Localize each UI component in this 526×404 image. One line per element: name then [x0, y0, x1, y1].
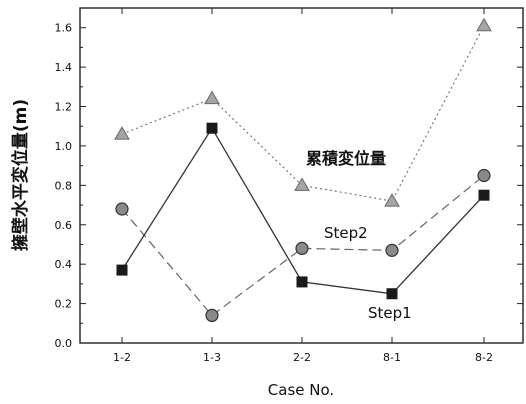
series-line	[121, 126, 485, 295]
y-tick-label: 0.8	[55, 179, 73, 192]
series-line	[121, 175, 485, 317]
data-point-square	[116, 264, 128, 276]
data-point-square	[386, 288, 398, 300]
y-tick-label: 1.0	[55, 140, 73, 153]
x-tick-label: 1-3	[203, 351, 221, 364]
annotation-step1: Step1	[368, 304, 412, 322]
series-square	[116, 122, 490, 300]
y-tick-label: 1.2	[55, 101, 73, 114]
y-axis: 0.0 0.2 0.4 0.6 0.8 1.0 1.2 1.4 1.6	[55, 22, 523, 350]
data-point-triangle	[384, 193, 400, 207]
data-point-circle	[385, 243, 399, 257]
data-point-triangle	[114, 126, 130, 140]
x-tick-label: 1-2	[113, 351, 131, 364]
x-axis-title: Case No.	[268, 381, 334, 399]
x-tick-label: 2-2	[293, 351, 311, 364]
x-axis: 1-2 1-3 2-2 8-1 8-2	[113, 8, 493, 364]
y-tick-label: 0.2	[55, 298, 73, 311]
y-tick-label: 0.4	[55, 258, 73, 271]
series-triangle	[114, 17, 492, 207]
series-circle	[115, 168, 491, 323]
y-axis-title: 擁壁水平変位量(m)	[10, 99, 31, 251]
data-point-circle	[115, 202, 129, 216]
data-point-circle	[295, 241, 309, 256]
data-point-square	[478, 189, 490, 201]
data-point-triangle	[204, 90, 220, 105]
data-point-square	[206, 122, 218, 134]
y-tick-label: 1.6	[55, 22, 73, 35]
series-layer	[114, 17, 492, 323]
x-tick-label: 8-1	[383, 351, 401, 364]
x-tick-label: 8-2	[475, 351, 493, 364]
series-line	[121, 25, 485, 202]
data-point-circle	[205, 308, 219, 323]
plot-frame	[79, 7, 524, 344]
annotation-step2: Step2	[324, 224, 368, 242]
plot-area: 0.0 0.2 0.4 0.6 0.8 1.0 1.2 1.4 1.6 1-2 1-3 2-2 8-1…	[55, 7, 524, 364]
data-point-triangle	[294, 177, 310, 191]
y-tick-label: 1.4	[55, 61, 73, 74]
data-point-square	[296, 276, 308, 288]
y-tick-label: 0.0	[55, 337, 73, 350]
data-point-triangle	[476, 17, 492, 32]
y-tick-label: 0.6	[55, 219, 73, 232]
annotation-cumulative: 累積変位量	[306, 149, 386, 168]
data-point-circle	[477, 168, 491, 183]
